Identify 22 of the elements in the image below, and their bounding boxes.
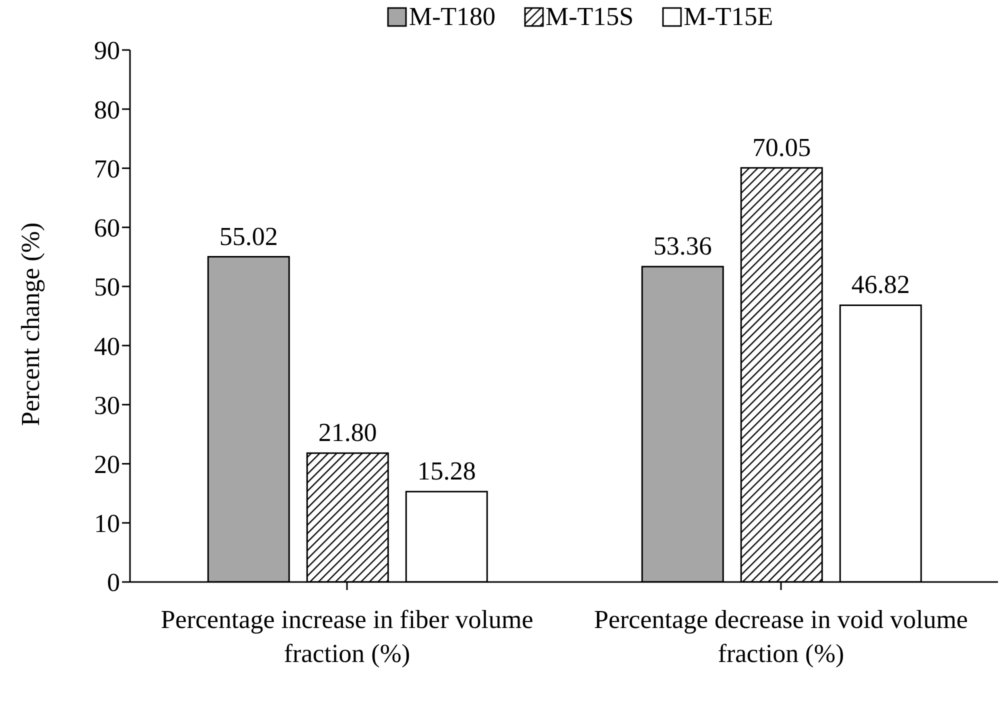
- y-tick-label: 30: [94, 390, 120, 420]
- y-tick-label: 20: [94, 450, 120, 480]
- data-label: 53.36: [653, 232, 712, 261]
- legend-label: M-T15S: [546, 2, 634, 32]
- y-tick-label: 0: [107, 568, 120, 598]
- y-tick-label: 60: [94, 214, 120, 243]
- y-tick-label: 10: [94, 509, 120, 538]
- data-label: 21.80: [318, 418, 377, 448]
- y-tick-label: 50: [94, 272, 120, 302]
- y-tick-label: 90: [94, 36, 120, 66]
- y-tick-label: 80: [94, 95, 120, 124]
- legend-label: M-T15E: [684, 2, 774, 32]
- y-tick-label: 40: [94, 332, 120, 361]
- data-label: 55.02: [219, 222, 278, 251]
- x-tick-label: Percentage decrease in void volume fraction (%): [594, 605, 968, 668]
- data-label: 70.05: [752, 132, 811, 162]
- y-axis-title: Percent change (%): [16, 222, 46, 426]
- data-label: 46.82: [851, 270, 910, 300]
- y-tick-label: 70: [94, 154, 120, 184]
- data-label: 15.28: [417, 456, 476, 486]
- legend-label: M-T180: [408, 2, 496, 32]
- x-tick-label: Percentage increase in fiber volume fraction (%): [160, 605, 534, 668]
